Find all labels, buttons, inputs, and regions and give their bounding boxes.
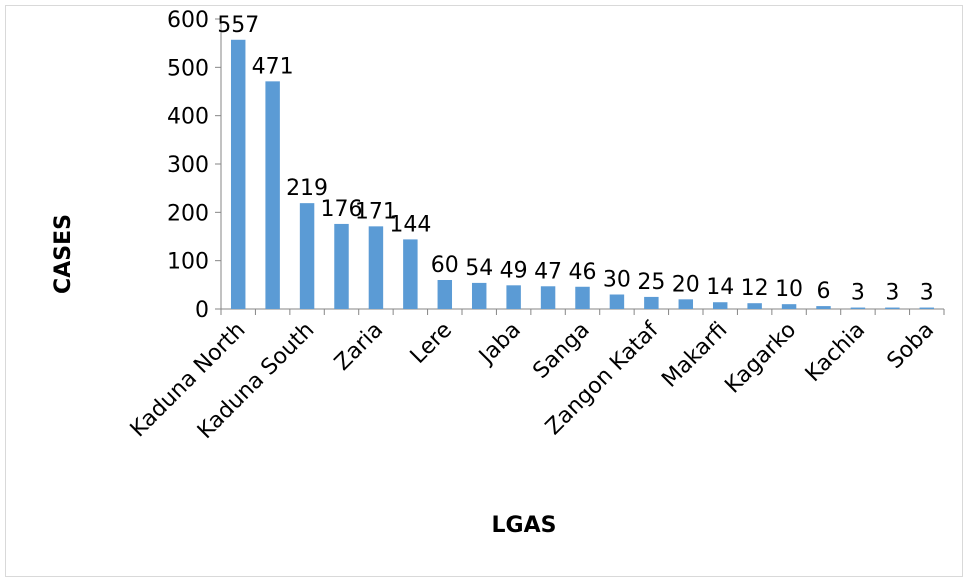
x-tick-label: Jaba [473, 318, 526, 371]
bar [816, 306, 831, 309]
x-tick-label: Lere [406, 318, 457, 369]
bar [678, 299, 694, 309]
bar [334, 223, 349, 309]
data-label: 60 [431, 253, 459, 278]
data-label: 49 [500, 258, 528, 283]
data-label: 471 [252, 54, 294, 79]
bar [850, 307, 866, 309]
x-axis-title: LGAS [492, 513, 557, 538]
x-tick-label: Sanga [528, 318, 594, 384]
bar [230, 39, 246, 310]
y-tick-label: 600 [167, 8, 209, 33]
bar [781, 304, 797, 309]
bar [575, 286, 590, 309]
data-label: 144 [389, 212, 431, 237]
bar [609, 294, 625, 309]
bar [644, 296, 659, 309]
data-label: 3 [920, 281, 934, 306]
bar [919, 307, 935, 309]
data-label: 3 [885, 281, 899, 306]
bar [712, 302, 728, 309]
bar [506, 285, 521, 309]
data-label: 25 [637, 270, 665, 295]
y-tick-label: 500 [167, 56, 209, 81]
y-axis-title: CASES [51, 214, 76, 294]
bar [885, 307, 900, 309]
data-label: 10 [775, 277, 803, 302]
data-label: 219 [286, 176, 328, 201]
data-label: 12 [741, 276, 769, 301]
bar [471, 282, 487, 309]
data-label: 3 [851, 281, 865, 306]
data-label: 54 [465, 256, 493, 281]
bar [368, 226, 384, 309]
data-label: 20 [672, 272, 700, 297]
bar [540, 286, 556, 309]
bar [265, 81, 280, 309]
data-label: 176 [321, 197, 363, 222]
data-label: 47 [534, 259, 562, 284]
y-tick-label: 0 [195, 298, 209, 323]
x-tick-label: Kaduna North [126, 318, 251, 443]
data-label: 30 [603, 268, 631, 293]
x-tick-label: Kagarko [720, 318, 801, 399]
bar [299, 203, 315, 309]
x-tick-label: Soba [883, 318, 939, 374]
y-tick-label: 100 [167, 250, 209, 275]
y-tick-label: 400 [167, 105, 209, 130]
data-label: 171 [355, 199, 397, 224]
data-label: 46 [569, 260, 597, 285]
x-tick-label: Kaduna South [193, 318, 319, 444]
bar [437, 280, 453, 309]
x-tick-label: Kachia [801, 318, 870, 387]
bar [747, 303, 762, 309]
bars [230, 39, 935, 310]
y-axis-ticks: 0 100 200 300 400 500 600 [167, 8, 221, 323]
bar [403, 239, 418, 309]
chart-frame: 0 100 200 300 400 500 600 557 471 219 176 171 144 60… [5, 5, 963, 577]
data-label: 557 [217, 13, 259, 38]
data-label: 14 [706, 275, 734, 300]
y-tick-label: 300 [167, 153, 209, 178]
x-tick-label: Zaria [330, 318, 388, 376]
y-tick-label: 200 [167, 201, 209, 226]
data-label: 6 [817, 279, 831, 304]
